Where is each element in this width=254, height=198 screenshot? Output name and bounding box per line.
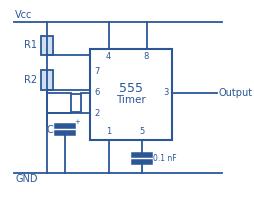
- Text: Output: Output: [219, 88, 253, 98]
- Bar: [71, 94, 81, 111]
- Text: 1: 1: [106, 127, 111, 136]
- Text: +: +: [74, 119, 80, 125]
- Text: 555: 555: [119, 82, 143, 95]
- Text: 4: 4: [106, 52, 111, 61]
- Bar: [41, 36, 53, 55]
- Text: 2: 2: [94, 109, 99, 118]
- Text: 7: 7: [94, 67, 100, 76]
- Text: 0.1 nF: 0.1 nF: [153, 154, 177, 163]
- Bar: [41, 70, 53, 90]
- Text: R1: R1: [24, 41, 37, 50]
- Text: Vcc: Vcc: [15, 10, 33, 20]
- Text: R2: R2: [24, 75, 37, 85]
- Text: 3: 3: [163, 88, 168, 97]
- Text: Timer: Timer: [116, 95, 146, 105]
- Text: C: C: [47, 125, 53, 135]
- Text: GND: GND: [15, 174, 38, 184]
- Bar: [90, 49, 172, 140]
- Text: 5: 5: [139, 127, 145, 136]
- Text: 8: 8: [144, 52, 149, 61]
- Text: 6: 6: [94, 88, 100, 97]
